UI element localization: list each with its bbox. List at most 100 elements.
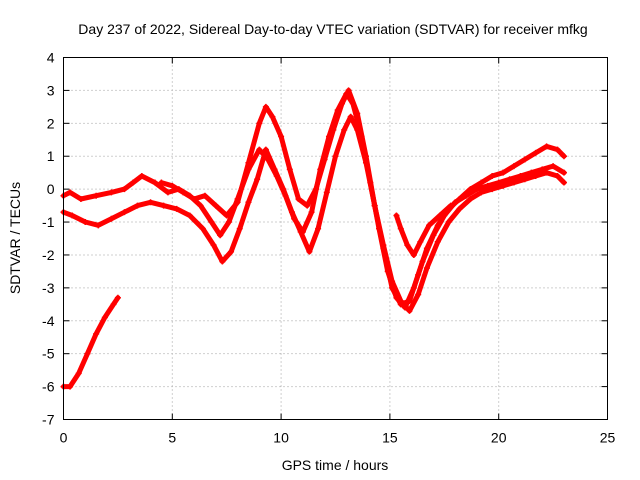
data-point	[254, 176, 261, 183]
data-point	[397, 225, 404, 232]
data-point	[160, 202, 167, 209]
data-point	[456, 205, 463, 212]
data-point	[406, 298, 413, 305]
data-point	[164, 189, 171, 196]
plot-frame	[63, 57, 608, 420]
data-point	[393, 212, 400, 219]
y-tick-label: 1	[47, 148, 55, 164]
data-point	[406, 307, 413, 314]
data-point	[560, 179, 567, 186]
data-point	[245, 159, 252, 166]
series-line	[393, 203, 454, 258]
data-point	[347, 113, 354, 120]
data-point	[521, 156, 528, 163]
y-tick-label: -4	[42, 313, 55, 329]
data-point	[75, 370, 82, 377]
data-point	[510, 163, 517, 170]
data-point	[186, 212, 193, 219]
data-point	[95, 222, 102, 229]
data-point	[245, 199, 252, 206]
data-point	[456, 196, 463, 203]
data-point	[321, 156, 328, 163]
data-point	[151, 179, 158, 186]
data-point	[69, 212, 76, 219]
data-point	[323, 189, 330, 196]
series-line	[61, 91, 567, 311]
x-tick-label: 15	[382, 430, 398, 446]
data-point	[500, 169, 507, 176]
chart-title: Day 237 of 2022, Sidereal Day-to-day VTE…	[78, 21, 587, 37]
x-tick-label: 25	[600, 430, 616, 446]
data-point	[234, 199, 241, 206]
data-point	[77, 196, 84, 203]
data-point	[93, 192, 100, 199]
data-point	[543, 143, 550, 150]
series-line	[61, 114, 567, 314]
data-point	[521, 176, 528, 183]
data-point	[489, 186, 496, 193]
data-point	[339, 100, 346, 107]
data-point	[121, 209, 128, 216]
data-point	[297, 228, 304, 235]
data-point	[415, 291, 422, 298]
data-point	[269, 113, 276, 120]
series-trace-3	[158, 87, 567, 308]
data-point	[108, 215, 115, 222]
data-point	[304, 202, 311, 209]
data-point	[417, 238, 424, 245]
data-point	[445, 219, 452, 226]
data-point	[423, 265, 430, 272]
data-point	[426, 222, 433, 229]
data-point	[434, 238, 441, 245]
series-line	[61, 295, 121, 390]
data-point	[286, 166, 293, 173]
data-point	[436, 212, 443, 219]
data-point	[312, 186, 319, 193]
data-point	[447, 202, 454, 209]
y-tick-label: 3	[47, 82, 55, 98]
data-point	[308, 209, 315, 216]
data-point	[528, 169, 535, 176]
data-point	[210, 242, 217, 249]
data-point	[478, 189, 485, 196]
data-point	[560, 153, 567, 160]
data-point	[67, 383, 74, 390]
data-point	[84, 350, 91, 357]
data-point	[199, 225, 206, 232]
y-tick-labels: -7 -6 -5 -4 -3 -2 -1 0 1 2 3 4	[42, 50, 55, 428]
data-point	[138, 172, 145, 179]
data-point	[397, 301, 404, 308]
data-point	[489, 172, 496, 179]
x-tick-labels: 0 5 10 15 20 25	[60, 430, 616, 446]
data-point	[478, 179, 485, 186]
data-point	[415, 271, 422, 278]
data-point	[262, 103, 269, 110]
data-point	[543, 169, 550, 176]
data-point	[362, 153, 369, 160]
data-point	[201, 192, 208, 199]
x-tick-label: 5	[168, 430, 176, 446]
data-point	[208, 219, 215, 226]
data-point	[158, 179, 165, 186]
data-point	[389, 284, 396, 291]
data-point	[262, 146, 269, 153]
data-point	[110, 301, 117, 308]
data-point	[280, 186, 287, 193]
data-point	[560, 169, 567, 176]
data-point	[371, 202, 378, 209]
data-point	[108, 189, 115, 196]
y-tick-label: -2	[42, 247, 55, 263]
y-tick-label: -6	[42, 379, 55, 395]
data-point	[67, 189, 74, 196]
data-point	[550, 163, 557, 170]
data-point	[101, 314, 108, 321]
data-point	[404, 242, 411, 249]
y-tick-label: 4	[47, 50, 55, 66]
data-point	[380, 245, 387, 252]
data-point	[510, 179, 517, 186]
data-point	[332, 153, 339, 160]
data-point	[271, 166, 278, 173]
series-trace-5	[393, 202, 454, 258]
data-point	[278, 133, 285, 140]
